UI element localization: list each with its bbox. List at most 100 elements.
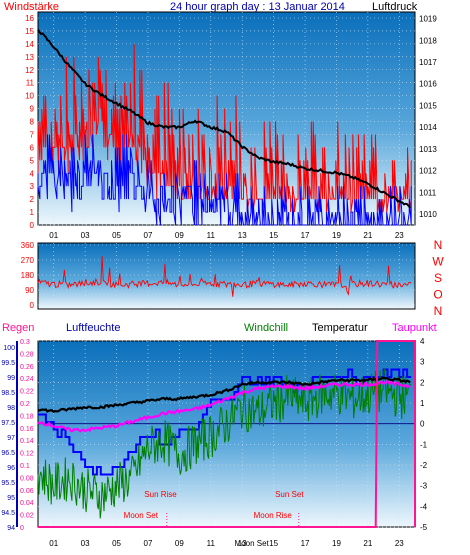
- x-tick-label: 23: [395, 231, 404, 240]
- temp-tick-label: 1: [420, 399, 425, 408]
- wind-tick-label: 13: [25, 53, 34, 62]
- pressure-axis: 1010 1011 1012 1013 1014 1015 1016 1017 1018 1019: [419, 15, 437, 220]
- x-tick-label: 01: [49, 539, 58, 548]
- rain-tick-label: 0.28: [20, 351, 34, 358]
- rain-tick-label: 0.1: [20, 463, 30, 470]
- rain-tick-label: 0.22: [20, 389, 34, 396]
- panel-wind-pressure-series: [37, 29, 412, 226]
- humidity-tick-label: 96: [7, 465, 15, 472]
- wind-tick-label: 8: [30, 118, 35, 127]
- legend-item: Luftfeuchte: [66, 322, 120, 334]
- series-wind-direction: [37, 256, 412, 297]
- annotation-label: Moon Set: [235, 539, 270, 548]
- wind-tick-label: 12: [25, 66, 34, 75]
- temp-tick-label: -2: [420, 461, 428, 470]
- header-center-title: 24 hour graph day : 13 Januar 2014: [170, 1, 345, 13]
- wind-tick-label: 6: [30, 143, 35, 152]
- pressure-tick-label: 1012: [419, 167, 437, 176]
- rain-tick-label: 0.3: [20, 339, 30, 346]
- compass-label: S: [434, 271, 442, 285]
- panel-wind-direction: [37, 242, 416, 310]
- compass-label: N: [434, 238, 443, 252]
- wind-tick-label: 9: [30, 105, 35, 114]
- x-tick-label: 13: [238, 231, 247, 240]
- humidity-tick-label: 95: [7, 495, 15, 502]
- pressure-tick-label: 1014: [419, 123, 437, 132]
- legend-item: Windchill: [244, 322, 288, 334]
- series-wind-average: [37, 134, 412, 226]
- x-tick-label: 03: [81, 231, 90, 240]
- humidity-tick-label: 98.5: [1, 390, 15, 397]
- legend-item: Temperatur: [312, 322, 368, 334]
- wind-tick-label: 2: [30, 195, 35, 204]
- rain-tick-label: 0: [20, 525, 24, 532]
- pressure-tick-label: 1019: [419, 15, 437, 24]
- legend-item: Regen: [2, 322, 34, 334]
- series-windchill: [37, 368, 412, 519]
- x-tick-label: 13: [238, 539, 247, 548]
- direction-tick-label: 0: [30, 301, 35, 310]
- humidity-tick-label: 99: [7, 375, 15, 382]
- x-tick-label: 07: [144, 539, 153, 548]
- x-tick-label: 09: [175, 539, 184, 548]
- wind-tick-label: 5: [30, 156, 35, 165]
- x-tick-label: 15: [269, 231, 278, 240]
- compass-label: N: [434, 304, 443, 318]
- wind-direction-axis: 0 90 180 270 360: [21, 241, 35, 310]
- rain-tick-label: 0.04: [20, 500, 34, 507]
- panel-temp-humidity-series: [37, 340, 416, 528]
- x-tick-label: 07: [144, 231, 153, 240]
- wind-tick-label: 4: [30, 169, 35, 178]
- wind-tick-label: 3: [30, 182, 35, 191]
- x-tick-label: 15: [269, 539, 278, 548]
- wind-tick-label: 0: [30, 221, 35, 230]
- x-tick-label: 23: [395, 539, 404, 548]
- x-tick-label: 19: [332, 539, 341, 548]
- series-temperature: [37, 376, 412, 414]
- rain-tick-label: 0.16: [20, 426, 34, 433]
- direction-tick-label: 360: [21, 241, 35, 250]
- pressure-tick-label: 1018: [419, 36, 437, 45]
- x-tick-label: 03: [81, 539, 90, 548]
- pressure-tick-label: 1011: [419, 188, 437, 197]
- header-left-title: Windstärke: [4, 1, 59, 13]
- rain-tick-label: 0.02: [20, 513, 34, 520]
- x-tick-label: 17: [301, 231, 310, 240]
- temp-tick-label: -1: [420, 440, 428, 449]
- panel-wind-pressure-x-axis: 01 03 05 07 09 11 13 15 17 19 21 23: [49, 231, 404, 240]
- humidity-tick-label: 94.5: [1, 510, 15, 517]
- humidity-tick-label: 98: [7, 405, 15, 412]
- wind-tick-label: 11: [26, 79, 35, 88]
- humidity-tick-label: 97: [7, 435, 15, 442]
- panel-temp-humidity: [37, 340, 416, 528]
- panel-wind-direction-series: [37, 256, 412, 297]
- wind-tick-label: 7: [30, 130, 35, 139]
- wind-tick-label: 10: [25, 92, 34, 101]
- legend-item: Taupunkt: [392, 322, 437, 334]
- humidity-tick-label: 94: [7, 525, 15, 532]
- x-tick-label: 19: [332, 231, 341, 240]
- series-humidity: [38, 368, 412, 476]
- rain-tick-label: 0.08: [20, 475, 34, 482]
- humidity-tick-label: 99.5: [1, 360, 15, 367]
- humidity-tick-label: 95.5: [1, 480, 15, 487]
- direction-tick-label: 270: [21, 256, 35, 265]
- rain-tick-label: 0.24: [20, 376, 34, 383]
- compass-label: O: [433, 288, 442, 302]
- pressure-tick-label: 1013: [419, 145, 437, 154]
- humidity-axis: 94 94.5 95 95.5 96 96.5 97 97.5 98 98.5 99 99.5 100: [1, 341, 18, 532]
- x-tick-label: 05: [112, 539, 121, 548]
- rain-tick-label: 0.14: [20, 438, 34, 445]
- humidity-tick-label: 97.5: [1, 420, 15, 427]
- temp-tick-label: 4: [420, 337, 425, 346]
- pressure-tick-label: 1010: [419, 210, 437, 219]
- x-tick-label: 21: [363, 539, 372, 548]
- wind-tick-label: 15: [25, 27, 34, 36]
- panel-wind-direction-grid: [38, 243, 415, 309]
- panel-temp-legend: Regen Luftfeuchte Windchill Temperatur Taupu…: [2, 322, 437, 334]
- x-tick-label: 01: [49, 231, 58, 240]
- pressure-tick-label: 1017: [419, 58, 437, 67]
- annotation-label: Sun Rise: [144, 490, 177, 499]
- humidity-tick-label: 100: [3, 345, 15, 352]
